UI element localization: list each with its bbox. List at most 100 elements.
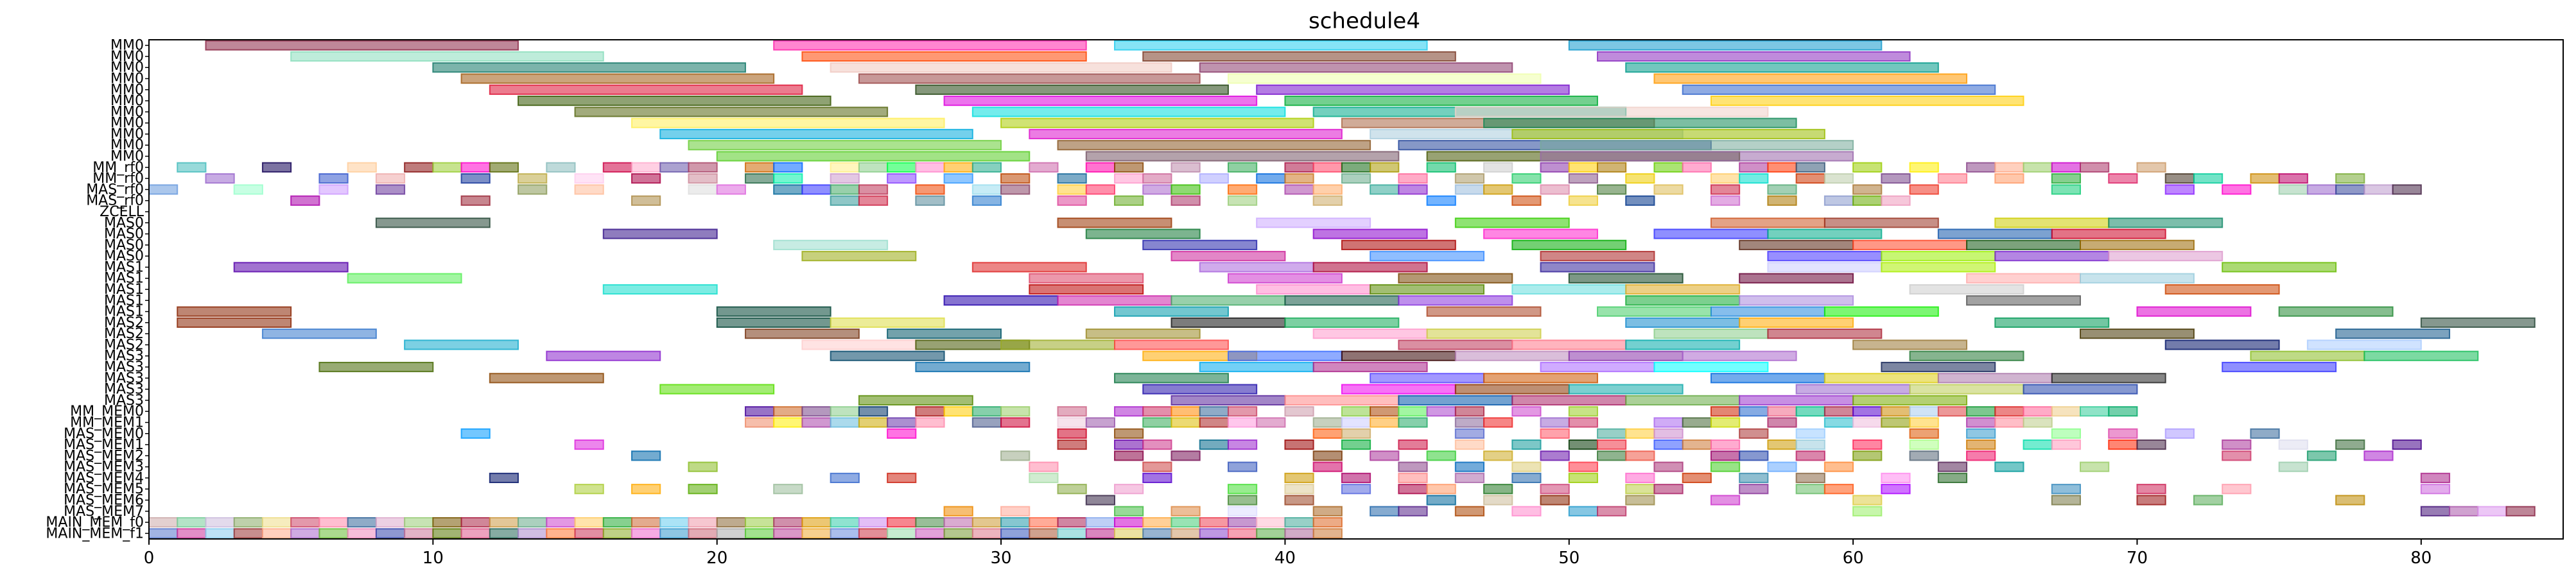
task-bar <box>1142 406 1172 417</box>
task-bar <box>1540 428 1570 439</box>
task-bar <box>659 384 775 395</box>
task-bar <box>1114 516 1144 528</box>
task-bar <box>2080 162 2110 173</box>
task-bar <box>375 184 406 195</box>
task-bar <box>887 328 1002 339</box>
task-bar <box>830 173 860 184</box>
task-bar <box>2392 439 2422 450</box>
task-bar <box>1682 350 1797 361</box>
task-bar <box>2051 495 2081 506</box>
task-bar <box>546 162 576 173</box>
task-bar <box>2051 228 2166 239</box>
task-bar <box>1000 406 1031 417</box>
task-bar <box>546 516 576 528</box>
task-bar <box>688 162 718 173</box>
bars-layer <box>148 40 2536 539</box>
y-tick-label: MM_MEM0 <box>70 404 144 420</box>
task-bar <box>1142 528 1172 539</box>
task-bar <box>177 516 207 528</box>
task-bar <box>1511 239 1627 250</box>
task-bar <box>1937 373 2053 384</box>
y-tick-label: MAS3 <box>104 359 144 375</box>
task-bar <box>1625 284 1741 295</box>
task-bar <box>1568 506 1598 516</box>
task-bar <box>233 184 263 195</box>
task-bar <box>1142 173 1172 184</box>
task-bar <box>602 162 633 173</box>
y-tick-label: MM0 <box>110 149 144 165</box>
task-bar <box>1454 406 1485 417</box>
task-bar <box>1312 461 1343 472</box>
task-bar <box>1568 439 1598 450</box>
task-bar <box>688 516 718 528</box>
task-bar <box>1284 96 1598 107</box>
task-bar <box>1909 350 2024 361</box>
y-tick-label: MAS0 <box>104 248 144 264</box>
task-bar <box>489 84 803 95</box>
task-bar <box>1710 406 1741 417</box>
task-bar <box>744 417 775 428</box>
task-bar <box>1370 251 1485 262</box>
task-bar <box>1881 417 1911 428</box>
task-bar <box>2164 184 2195 195</box>
task-bar <box>773 173 803 184</box>
x-tick-label: 70 <box>2127 549 2148 568</box>
task-bar <box>1852 406 1883 417</box>
task-bar <box>574 484 604 495</box>
task-bar <box>2080 406 2110 417</box>
task-bar <box>1454 184 1485 195</box>
task-bar <box>1256 284 1371 295</box>
task-bar <box>1426 406 1456 417</box>
task-bar <box>1710 184 1741 195</box>
task-bar <box>915 417 945 428</box>
task-bar <box>1000 339 1116 350</box>
y-tick-label: MAS2 <box>104 337 144 353</box>
task-bar <box>915 361 1031 373</box>
task-bar <box>1767 228 1883 239</box>
task-bar <box>1739 239 1854 250</box>
task-bar <box>1000 506 1031 516</box>
task-bar <box>915 516 945 528</box>
task-bar <box>2335 173 2365 184</box>
task-bar <box>1114 373 1229 384</box>
task-bar <box>1426 484 1456 495</box>
task-bar <box>830 472 860 483</box>
task-bar <box>1171 317 1286 328</box>
task-bar <box>1029 162 1059 173</box>
task-bar <box>1227 273 1343 284</box>
task-bar <box>1909 417 1939 428</box>
task-bar <box>1085 162 1115 173</box>
task-bar <box>1057 295 1172 306</box>
y-tick-label: MM0 <box>110 49 144 65</box>
task-bar <box>1739 450 1769 461</box>
task-bar <box>602 284 718 295</box>
task-bar <box>1057 184 1087 195</box>
task-bar <box>801 184 831 195</box>
task-bar <box>915 162 945 173</box>
y-tick-label: MAS0 <box>104 226 144 243</box>
task-bar <box>1767 162 1797 173</box>
task-bar <box>2023 439 2053 450</box>
task-bar <box>2051 484 2081 495</box>
task-bar <box>1994 461 2024 472</box>
task-bar <box>1171 195 1201 206</box>
task-bar <box>1454 218 1570 228</box>
task-bar <box>1483 184 1513 195</box>
task-bar <box>1823 461 1854 472</box>
task-bar <box>1284 395 1400 405</box>
task-bar <box>460 173 491 184</box>
task-bar <box>1540 361 1655 373</box>
task-bar <box>1114 484 1144 495</box>
task-bar <box>1511 506 1542 516</box>
task-bar <box>1739 395 1854 405</box>
task-bar <box>716 151 1031 162</box>
task-bar <box>1511 195 1542 206</box>
task-bar <box>1767 184 1797 195</box>
task-bar <box>858 417 889 428</box>
task-bar <box>1398 273 1513 284</box>
task-bar <box>1085 417 1115 428</box>
task-bar <box>2335 439 2365 450</box>
task-bar <box>1312 516 1343 528</box>
task-bar <box>2023 406 2053 417</box>
task-bar <box>1227 406 1258 417</box>
